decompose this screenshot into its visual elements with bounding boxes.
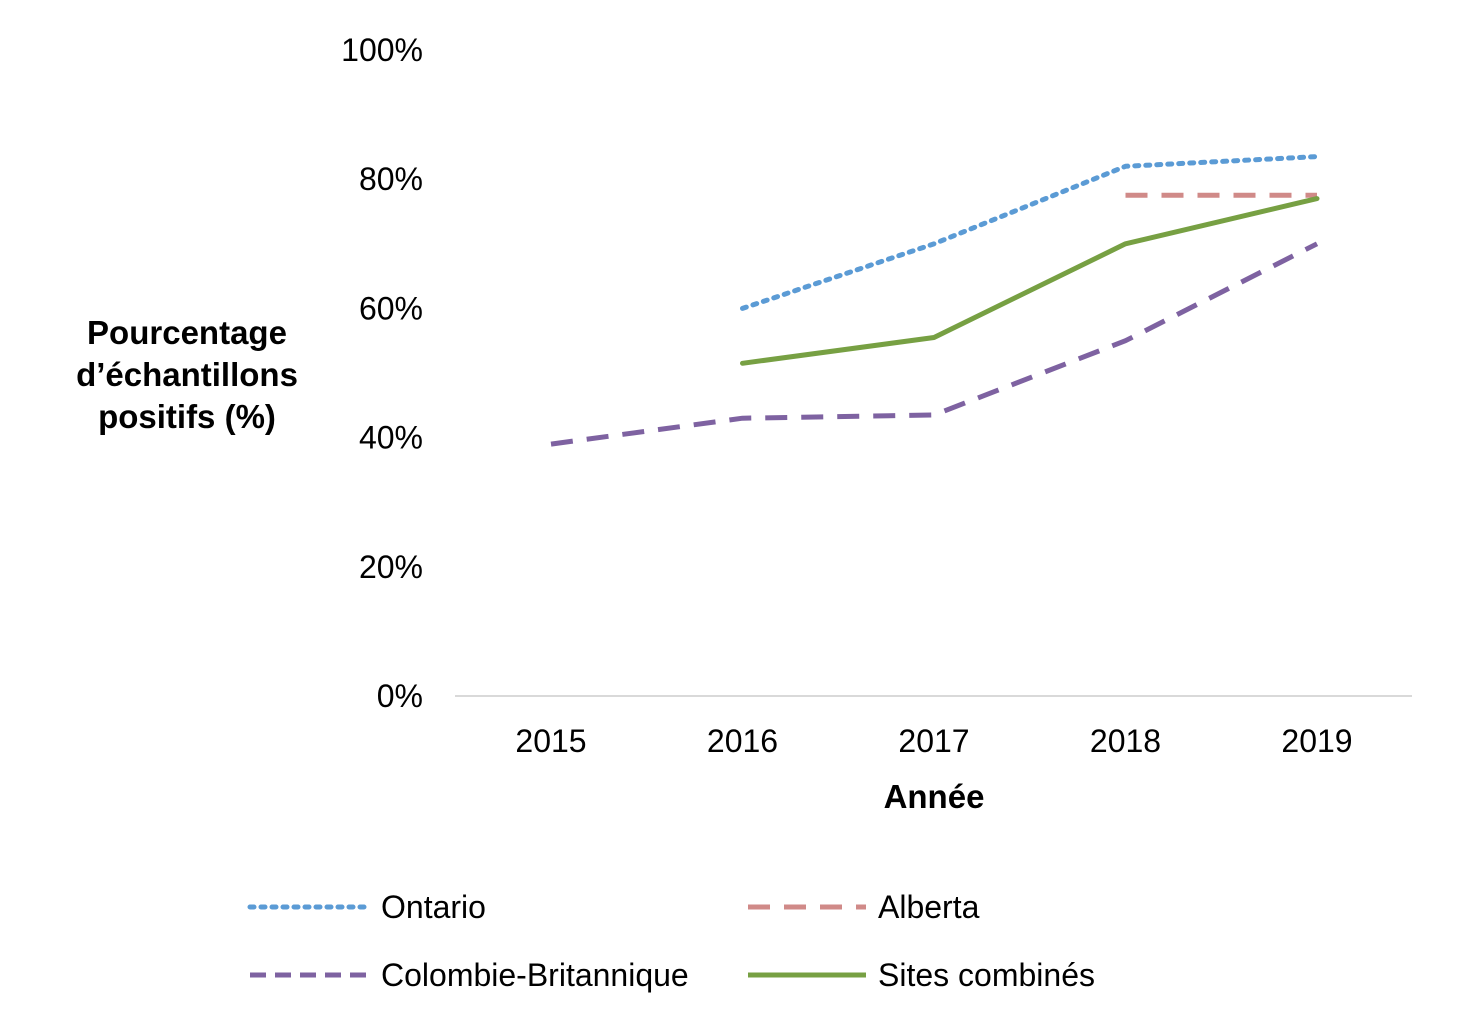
x-tick-label: 2019: [1281, 723, 1352, 759]
legend: Ontario Alberta Colombie-Britannique Sit…: [247, 889, 1095, 993]
series-line-colombie-britannique: [550, 241, 1319, 447]
series-line-ontario: [740, 154, 1320, 311]
y-axis-ticks: 0% 20% 40% 60% 80% 100%: [341, 32, 423, 714]
legend-item-ontario: Ontario: [247, 889, 486, 925]
y-axis-title-line-3: positifs (%): [98, 398, 276, 435]
series-line-sites-combines: [740, 196, 1320, 366]
y-tick-label: 20%: [359, 549, 423, 585]
legend-item-alberta: Alberta: [748, 889, 980, 925]
legend-item-colombie-britannique: Colombie-Britannique: [250, 957, 689, 993]
y-tick-label: 40%: [359, 420, 423, 456]
legend-label-ontario: Ontario: [381, 889, 486, 925]
x-axis-title: Année: [884, 778, 985, 815]
x-tick-label: 2016: [707, 723, 778, 759]
series-lines: [550, 154, 1320, 447]
x-axis-ticks: 2015 2016 2017 2018 2019: [515, 723, 1352, 759]
legend-label-alberta: Alberta: [878, 889, 980, 925]
x-tick-label: 2018: [1090, 723, 1161, 759]
y-axis-title-line-2: d’échantillons: [76, 356, 298, 393]
legend-item-sites-combines: Sites combinés: [748, 957, 1095, 993]
y-tick-label: 80%: [359, 161, 423, 197]
y-axis-title-line-1: Pourcentage: [87, 314, 287, 351]
y-tick-label: 0%: [377, 678, 423, 714]
legend-label-colombie-britannique: Colombie-Britannique: [381, 957, 689, 993]
legend-label-sites-combines: Sites combinés: [878, 957, 1095, 993]
x-tick-label: 2015: [515, 723, 586, 759]
y-tick-label: 60%: [359, 290, 423, 326]
x-tick-label: 2017: [898, 723, 969, 759]
y-tick-label: 100%: [341, 32, 423, 68]
